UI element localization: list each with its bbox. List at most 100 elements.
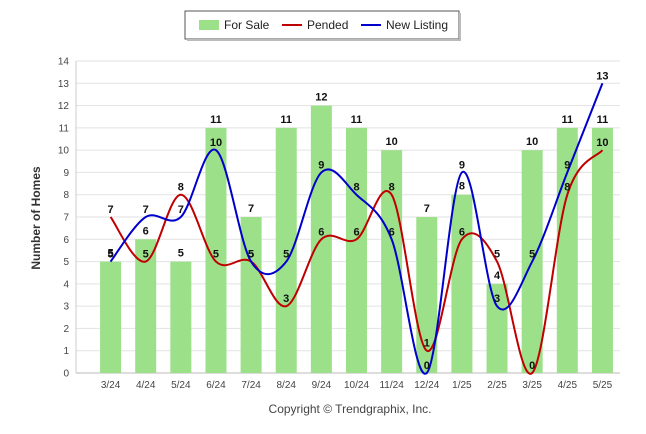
- data-label-pended: 6: [459, 226, 465, 238]
- data-label-pended: 6: [318, 226, 324, 238]
- data-label-pended: 5: [494, 249, 500, 261]
- y-tick-label: 4: [63, 279, 69, 290]
- legend-label-new-listing: New Listing: [386, 18, 448, 32]
- x-axis-ticks: 3/24 4/24 5/24 6/24 7/24 8/24 9/24 10/24 11/24 12…: [101, 380, 613, 391]
- bar-for-sale: [205, 127, 227, 373]
- data-label-for-sale: 7: [424, 203, 430, 215]
- y-tick-label: 1: [63, 346, 69, 357]
- bar-for-sale: [591, 127, 613, 373]
- x-tick-label: 8/24: [276, 380, 296, 391]
- x-tick-label: 7/24: [241, 380, 261, 391]
- data-label-for-sale: 5: [178, 248, 184, 260]
- data-label-pended: 5: [143, 249, 149, 261]
- data-label-new-listing: 5: [529, 249, 535, 261]
- data-label-pended: 0: [529, 360, 535, 372]
- y-tick-label: 13: [58, 79, 70, 90]
- x-tick-label: 1/25: [452, 380, 472, 391]
- x-tick-label: 2/25: [487, 380, 507, 391]
- data-label-pended: 1: [424, 338, 430, 350]
- x-tick-label: 12/24: [414, 380, 439, 391]
- y-tick-label: 14: [58, 57, 70, 68]
- x-tick-label: 10/24: [344, 380, 369, 391]
- x-tick-label: 5/24: [171, 380, 191, 391]
- x-tick-label: 4/24: [136, 380, 156, 391]
- data-label-new-listing: 9: [459, 159, 465, 171]
- y-tick-label: 6: [63, 235, 69, 246]
- data-label-pended: 7: [108, 204, 114, 216]
- lines: [109, 82, 604, 375]
- bar-for-sale: [100, 261, 122, 373]
- bar-for-sale: [170, 261, 192, 373]
- data-label-for-sale: 10: [386, 136, 398, 148]
- data-label-new-listing: 3: [494, 293, 500, 305]
- data-label-new-listing: 5: [108, 249, 114, 261]
- data-label-pended: 8: [564, 182, 570, 194]
- data-label-pended: 8: [178, 182, 184, 194]
- data-label-for-sale: 7: [248, 203, 254, 215]
- data-label-for-sale: 8: [459, 181, 465, 193]
- x-tick-label: 4/25: [558, 380, 578, 391]
- bar-for-sale: [416, 217, 438, 373]
- data-label-pended: 5: [248, 249, 254, 261]
- y-tick-label: 8: [63, 190, 69, 201]
- legend-shadow: [459, 13, 461, 41]
- y-tick-label: 2: [63, 324, 69, 335]
- y-tick-label: 11: [59, 123, 70, 134]
- bar-for-sale: [451, 194, 473, 373]
- y-tick-label: 9: [63, 168, 69, 179]
- data-labels: 5 6 5 11 7 11 12 11 10 7 8 4 10 11 11 7 5 8 5 5 3 6 6 8 1 6 5 0 8 10 5…: [108, 70, 609, 372]
- y-tick-label: 7: [63, 213, 69, 224]
- x-tick-label: 3/24: [101, 380, 121, 391]
- data-label-new-listing: 7: [143, 204, 149, 216]
- bars: [100, 105, 613, 374]
- x-tick-label: 11/24: [379, 380, 404, 391]
- data-label-new-listing: 13: [596, 70, 608, 82]
- data-label-new-listing: 5: [248, 249, 254, 261]
- y-tick-label: 10: [58, 146, 70, 157]
- line-new-listing: [109, 82, 604, 375]
- bar-for-sale: [346, 127, 367, 373]
- data-label-new-listing: 8: [353, 182, 359, 194]
- data-label-new-listing: 10: [210, 137, 222, 149]
- data-label-for-sale: 5: [108, 248, 114, 260]
- data-label-for-sale: 10: [526, 136, 538, 148]
- bar-for-sale: [275, 127, 297, 373]
- data-label-for-sale: 11: [561, 114, 573, 126]
- data-label-pended: 3: [283, 293, 289, 305]
- line-pended: [109, 149, 604, 375]
- x-tick-label: 9/24: [312, 380, 332, 391]
- y-axis-title: Number of Homes: [29, 166, 43, 270]
- data-label-for-sale: 11: [280, 114, 292, 126]
- y-tick-label: 5: [63, 257, 69, 268]
- bar-for-sale: [240, 217, 262, 373]
- data-label-new-listing: 6: [389, 226, 395, 238]
- data-label-pended: 8: [389, 182, 395, 194]
- legend: For Sale Pended New Listing: [184, 10, 461, 41]
- data-label-pended: 10: [596, 137, 608, 149]
- y-tick-label: 0: [63, 369, 69, 380]
- data-label-new-listing: 9: [564, 159, 570, 171]
- data-label-new-listing: 0: [424, 360, 430, 372]
- legend-label-for-sale: For Sale: [224, 18, 270, 32]
- data-label-pended: 5: [213, 249, 219, 261]
- data-label-for-sale: 4: [494, 270, 501, 282]
- x-tick-label: 6/24: [206, 380, 226, 391]
- bar-for-sale: [486, 283, 508, 373]
- data-label-for-sale: 6: [143, 225, 149, 237]
- data-label-pended: 6: [353, 226, 359, 238]
- bar-for-sale: [135, 239, 157, 373]
- bar-for-sale: [556, 127, 578, 373]
- copyright-footer: Copyright © Trendgraphix, Inc.: [269, 402, 432, 416]
- x-tick-label: 3/25: [522, 380, 542, 391]
- data-label-for-sale: 11: [351, 114, 363, 126]
- data-label-for-sale: 12: [315, 92, 327, 104]
- legend-frame: [184, 10, 460, 40]
- data-label-new-listing: 5: [283, 249, 289, 261]
- y-tick-label: 3: [63, 302, 69, 313]
- bar-for-sale: [381, 150, 403, 373]
- data-label-for-sale: 11: [597, 114, 609, 126]
- legend-label-pended: Pended: [307, 18, 348, 32]
- data-label-new-listing: 7: [178, 204, 184, 216]
